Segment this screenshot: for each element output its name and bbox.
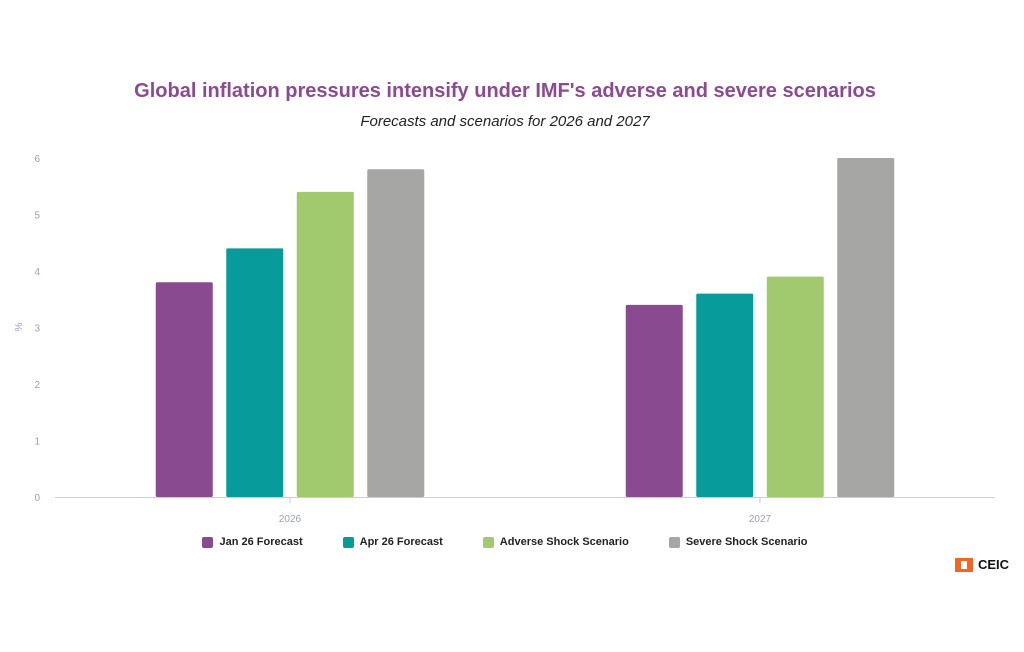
y-tick-label: 3: [34, 324, 40, 335]
legend-label: Adverse Shock Scenario: [499, 536, 629, 548]
legend-label: Jan 26 Forecast: [219, 536, 303, 548]
bar-adverse-shock-scenario-2027: [766, 276, 824, 497]
y-tick-label: 0: [34, 493, 40, 504]
legend-swatch: [668, 536, 680, 548]
y-tick-label: 2: [34, 380, 40, 391]
legend-item[interactable]: Jan 26 Forecast: [202, 536, 303, 548]
legend-label: Apr 26 Forecast: [359, 536, 443, 548]
bar-chart: 0 1 2 3 4 5 6% 2026 2027: [14, 154, 995, 525]
bar-jan-26-forecast-2026: [155, 282, 213, 497]
legend-item[interactable]: Severe Shock Scenario: [668, 536, 808, 548]
bar-severe-shock-scenario-2027: [837, 158, 895, 497]
x-tick-label: 2026: [279, 514, 302, 525]
ceic-logo-text: CEIC: [978, 557, 1010, 572]
legend-swatch: [202, 536, 214, 548]
legend-label: Severe Shock Scenario: [685, 536, 808, 548]
x-tick-label: 2027: [749, 514, 772, 525]
chart-legend: Jan 26 Forecast Apr 26 Forecast Adverse Sh…: [0, 536, 1010, 548]
legend-item[interactable]: Adverse Shock Scenario: [482, 536, 629, 548]
bar-apr-26-forecast-2026: [226, 248, 284, 497]
y-axis-label: %: [14, 322, 25, 331]
y-tick-label: 4: [34, 267, 40, 278]
ceic-logo: CEIC: [955, 557, 1009, 572]
bar-jan-26-forecast-2027: [625, 304, 683, 497]
y-tick-label: 5: [34, 211, 40, 222]
bar-apr-26-forecast-2027: [696, 293, 754, 497]
y-tick-label: 6: [34, 154, 40, 165]
bar-severe-shock-scenario-2026: [367, 169, 425, 498]
legend-swatch: [482, 536, 494, 548]
legend-item[interactable]: Apr 26 Forecast: [342, 536, 443, 548]
ceic-logo-icon: [955, 557, 973, 572]
y-tick-label: 1: [34, 437, 40, 448]
legend-swatch: [342, 536, 354, 548]
chart-subtitle: Forecasts and scenarios for 2026 and 202…: [360, 113, 650, 130]
chart-title: Global inflation pressures intensify und…: [134, 80, 876, 102]
bar-adverse-shock-scenario-2026: [296, 191, 354, 497]
